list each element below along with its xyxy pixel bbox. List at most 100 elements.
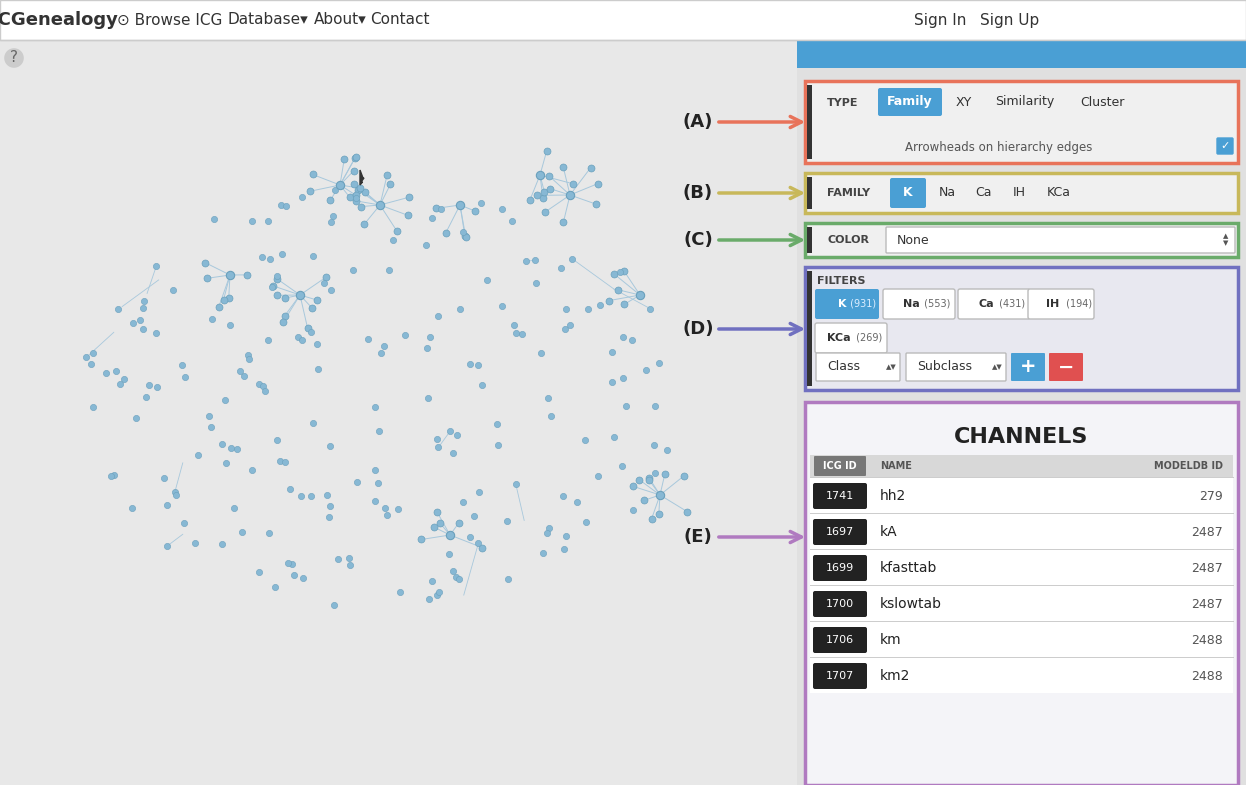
Text: Similarity: Similarity xyxy=(996,96,1054,108)
Text: (A): (A) xyxy=(683,113,713,131)
FancyBboxPatch shape xyxy=(816,353,900,381)
Text: (431): (431) xyxy=(996,299,1025,309)
Text: kA: kA xyxy=(880,525,897,539)
Text: Sign In: Sign In xyxy=(913,13,966,27)
FancyBboxPatch shape xyxy=(878,88,942,116)
FancyBboxPatch shape xyxy=(807,227,812,253)
Text: Contact: Contact xyxy=(370,13,430,27)
Text: MODELDB ID: MODELDB ID xyxy=(1154,461,1224,471)
Text: (931): (931) xyxy=(847,299,876,309)
Text: kslowtab: kslowtab xyxy=(880,597,942,611)
Text: 1707: 1707 xyxy=(826,671,854,681)
FancyBboxPatch shape xyxy=(810,658,1234,693)
Text: (B): (B) xyxy=(683,184,713,202)
Text: IH: IH xyxy=(1047,299,1059,309)
FancyBboxPatch shape xyxy=(958,289,1030,319)
FancyBboxPatch shape xyxy=(810,455,1234,477)
Text: 2487: 2487 xyxy=(1191,597,1224,611)
FancyBboxPatch shape xyxy=(810,550,1234,585)
FancyBboxPatch shape xyxy=(815,323,887,353)
FancyBboxPatch shape xyxy=(807,85,812,159)
Text: 2487: 2487 xyxy=(1191,561,1224,575)
Text: 1697: 1697 xyxy=(826,527,854,537)
Text: ✓: ✓ xyxy=(1220,141,1230,151)
FancyBboxPatch shape xyxy=(906,353,1006,381)
Text: (C): (C) xyxy=(683,231,713,249)
Text: K: K xyxy=(837,299,846,309)
Text: 2487: 2487 xyxy=(1191,525,1224,539)
Text: (269): (269) xyxy=(854,333,882,343)
FancyBboxPatch shape xyxy=(812,483,867,509)
Text: KCa: KCa xyxy=(827,333,851,343)
Text: ICG ID: ICG ID xyxy=(824,461,857,471)
Text: NAME: NAME xyxy=(880,461,912,471)
Text: hh2: hh2 xyxy=(880,489,906,503)
Text: ICGenealogy: ICGenealogy xyxy=(0,11,118,29)
Text: ⊙ Browse ICG: ⊙ Browse ICG xyxy=(117,13,223,27)
Text: Ca: Ca xyxy=(978,299,994,309)
Text: COLOR: COLOR xyxy=(827,235,868,245)
Text: (E): (E) xyxy=(684,528,713,546)
FancyBboxPatch shape xyxy=(810,514,1234,549)
Text: Arrowheads on hierarchy edges: Arrowheads on hierarchy edges xyxy=(905,141,1093,154)
Text: FILTERS: FILTERS xyxy=(817,276,866,286)
Text: XY: XY xyxy=(956,96,972,108)
Text: ▲
▼: ▲ ▼ xyxy=(1224,233,1229,246)
FancyBboxPatch shape xyxy=(815,289,878,319)
Text: +: + xyxy=(1019,357,1037,377)
FancyBboxPatch shape xyxy=(812,663,867,689)
Text: Sign Up: Sign Up xyxy=(981,13,1039,27)
Text: Na: Na xyxy=(902,299,920,309)
Text: Database▾: Database▾ xyxy=(228,13,308,27)
FancyBboxPatch shape xyxy=(797,68,1246,785)
FancyBboxPatch shape xyxy=(890,178,926,208)
FancyBboxPatch shape xyxy=(1028,289,1094,319)
FancyBboxPatch shape xyxy=(886,227,1235,253)
Text: km: km xyxy=(880,633,902,647)
Text: 279: 279 xyxy=(1199,490,1224,502)
FancyBboxPatch shape xyxy=(812,519,867,545)
FancyBboxPatch shape xyxy=(805,402,1239,785)
Text: KCa: KCa xyxy=(1047,187,1072,199)
Text: ▲▼: ▲▼ xyxy=(992,364,1002,370)
FancyBboxPatch shape xyxy=(812,591,867,617)
FancyBboxPatch shape xyxy=(814,456,866,476)
Text: Subclass: Subclass xyxy=(917,360,972,374)
Text: CHANNELS: CHANNELS xyxy=(954,427,1089,447)
Text: −: − xyxy=(1058,357,1074,377)
Text: None: None xyxy=(897,233,930,246)
FancyBboxPatch shape xyxy=(810,478,1234,513)
Text: 1741: 1741 xyxy=(826,491,854,501)
FancyBboxPatch shape xyxy=(1011,353,1045,381)
FancyBboxPatch shape xyxy=(805,223,1239,257)
Text: 1706: 1706 xyxy=(826,635,854,645)
Text: 2488: 2488 xyxy=(1191,633,1224,647)
Text: FAMILY: FAMILY xyxy=(827,188,870,198)
FancyBboxPatch shape xyxy=(1049,353,1083,381)
Text: Ca: Ca xyxy=(974,187,992,199)
Text: 1700: 1700 xyxy=(826,599,854,609)
FancyBboxPatch shape xyxy=(807,177,812,209)
FancyBboxPatch shape xyxy=(805,267,1239,390)
FancyBboxPatch shape xyxy=(810,586,1234,621)
Text: Family: Family xyxy=(887,96,933,108)
Text: About▾: About▾ xyxy=(314,13,366,27)
Text: (D): (D) xyxy=(683,320,714,338)
Text: Cluster: Cluster xyxy=(1080,96,1125,108)
Text: km2: km2 xyxy=(880,669,911,683)
FancyBboxPatch shape xyxy=(797,40,1246,68)
FancyBboxPatch shape xyxy=(810,622,1234,657)
FancyBboxPatch shape xyxy=(805,173,1239,213)
Text: Class: Class xyxy=(827,360,860,374)
Text: kfasttab: kfasttab xyxy=(880,561,937,575)
FancyBboxPatch shape xyxy=(883,289,954,319)
Text: (194): (194) xyxy=(1063,299,1093,309)
Text: 2488: 2488 xyxy=(1191,670,1224,682)
Polygon shape xyxy=(360,170,364,185)
FancyBboxPatch shape xyxy=(805,81,1239,163)
Text: (553): (553) xyxy=(921,299,951,309)
FancyBboxPatch shape xyxy=(807,271,812,386)
FancyBboxPatch shape xyxy=(1217,138,1234,154)
Text: IH: IH xyxy=(1013,187,1025,199)
FancyBboxPatch shape xyxy=(812,555,867,581)
